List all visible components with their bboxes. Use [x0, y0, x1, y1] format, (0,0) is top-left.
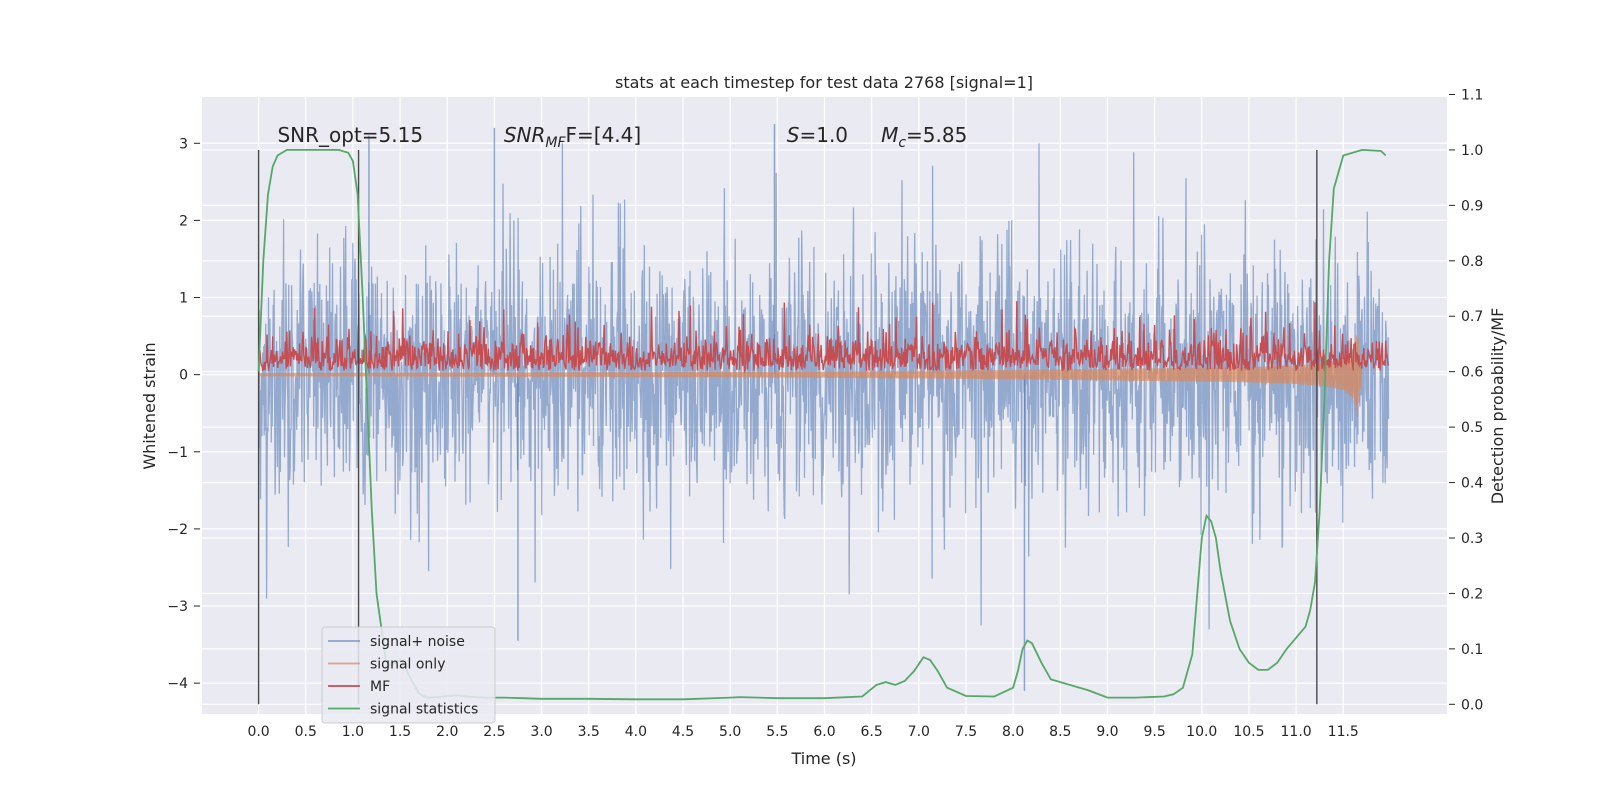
x-tick-label: 7.0	[908, 724, 930, 740]
x-tick-label: 0.5	[295, 724, 317, 740]
y2-tick-label: 0.9	[1461, 198, 1483, 214]
y-tick-label: −3	[167, 599, 188, 615]
x-tick-label: 10.0	[1186, 724, 1217, 740]
chart-title: stats at each timestep for test data 276…	[615, 73, 1033, 92]
x-tick-label: 11.5	[1328, 724, 1359, 740]
y2-tick-label: 0.0	[1461, 697, 1483, 713]
legend-label: signal statistics	[370, 702, 478, 718]
x-tick-label: 5.5	[766, 724, 788, 740]
legend-label: signal+ noise	[370, 634, 465, 650]
x-axis-label: Time (s)	[790, 749, 856, 768]
x-tick-label: 3.0	[530, 724, 552, 740]
y2-tick-label: 0.5	[1461, 420, 1483, 436]
y-tick-label: 0	[179, 368, 188, 384]
x-tick-label: 9.5	[1143, 724, 1165, 740]
y2-tick-label: 0.1	[1461, 642, 1483, 658]
mf-line	[258, 301, 1390, 374]
y2-tick-label: 0.4	[1461, 476, 1483, 492]
series-signal-only	[258, 335, 1363, 418]
y-tick-label: −2	[167, 522, 188, 538]
grid	[202, 93, 1447, 714]
x-tick-label: 7.5	[955, 724, 977, 740]
x-tick-label: 6.5	[861, 724, 883, 740]
annotations: SNR_opt=5.15 SNRMFF=[4.4] S=1.0 Mc=5.85	[277, 123, 967, 151]
signal-line	[258, 335, 1363, 418]
y-tick-label: −1	[167, 445, 188, 461]
y-tick-label: 1	[179, 291, 188, 307]
legend-label: MF	[370, 679, 390, 695]
x-tick-label: 8.5	[1049, 724, 1071, 740]
x-tick-label: 4.0	[625, 724, 647, 740]
signal-statistics-line	[257, 148, 1387, 701]
series-signal-noise	[257, 123, 1390, 691]
x-tick-label: 0.0	[247, 724, 269, 740]
x-tick-label: 8.0	[1002, 724, 1024, 740]
legend: signal+ noise signal only MF signal statist…	[321, 626, 496, 724]
annotation-0: SNR_opt=5.15	[277, 123, 423, 147]
y-axis-label: Whitened strain	[140, 342, 159, 469]
annotation-1: SNRMFF=[4.4]	[504, 123, 641, 151]
x-axis: 0.0 0.5 1.0 1.5 2.0 2.5 3.0 3.5 4.0 4.5 5.0 5.5 6.0 6…	[247, 724, 1358, 740]
y2-tick-label: 0.7	[1461, 309, 1483, 325]
annotation-3: Mc=5.85	[881, 123, 967, 151]
x-tick-label: 2.0	[436, 724, 458, 740]
series-signal-statistics	[257, 148, 1387, 701]
x-tick-label: 9.0	[1096, 724, 1118, 740]
x-tick-label: 3.5	[578, 724, 600, 740]
vertical-markers	[257, 149, 1318, 705]
y-tick-label: 3	[179, 136, 188, 152]
x-tick-label: 10.5	[1233, 724, 1264, 740]
x-tick-label: 11.0	[1281, 724, 1312, 740]
y-axis-right: 0.0 0.1 0.2 0.3 0.4 0.5 0.6 0.7 0.8 0.9 1.0 1.1	[1449, 88, 1483, 713]
series-mf	[258, 301, 1390, 374]
y2-tick-label: 0.8	[1461, 254, 1483, 270]
legend-box	[321, 626, 496, 724]
y2-tick-label: 1.0	[1461, 143, 1483, 159]
y2-tick-label: 1.1	[1461, 88, 1483, 104]
x-tick-label: 4.5	[672, 724, 694, 740]
annotation-2: S=1.0	[787, 123, 848, 147]
y-tick-label: 2	[179, 213, 188, 229]
y2-tick-label: 0.3	[1461, 531, 1483, 547]
x-tick-label: 1.5	[389, 724, 411, 740]
x-tick-label: 2.5	[483, 724, 505, 740]
legend-label: signal only	[370, 657, 445, 673]
y-axis-left: −4 −3 −2 −1 0 1 2 3	[167, 136, 200, 692]
noise-line	[257, 143, 1390, 630]
y2-tick-label: 0.2	[1461, 586, 1483, 602]
y2-axis-label: Detection probability/MF	[1488, 308, 1507, 505]
y2-tick-label: 0.6	[1461, 365, 1483, 381]
x-tick-label: 6.0	[813, 724, 835, 740]
x-tick-label: 1.0	[342, 724, 364, 740]
y-tick-label: −4	[167, 676, 188, 692]
x-tick-label: 5.0	[719, 724, 741, 740]
